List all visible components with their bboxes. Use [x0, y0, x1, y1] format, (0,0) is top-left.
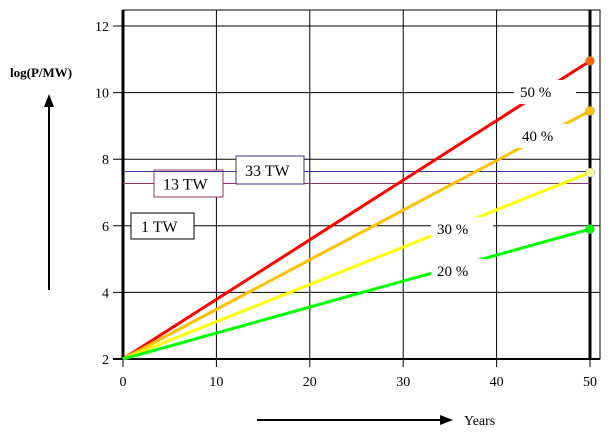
x-tick-label: 50: [583, 375, 597, 390]
y-tick-label: 6: [102, 220, 109, 235]
series-end-marker: [585, 106, 595, 116]
series-line: [122, 59, 591, 361]
reference-label-box: [130, 212, 195, 240]
x-tick-label: 0: [120, 375, 127, 390]
y-tick-label: 4: [102, 286, 109, 301]
y-tick-label: 8: [102, 153, 109, 168]
series-line: [122, 109, 591, 361]
series-end-marker: [585, 167, 595, 178]
series-label: 30 %: [437, 222, 468, 238]
series-label-background: [514, 80, 576, 104]
series-label-background: [516, 124, 578, 148]
x-tick-label: 30: [396, 375, 410, 390]
reference-label: 33 TW: [245, 163, 290, 180]
x-arrow-head-icon: [440, 415, 453, 425]
series-line: [122, 171, 591, 361]
x-tick-label: 40: [490, 375, 504, 390]
series-label: 40 %: [522, 129, 553, 145]
series-label: 20 %: [437, 264, 468, 280]
series-line: [122, 227, 591, 361]
series-label: 50 %: [520, 85, 551, 101]
series-label-background: [431, 259, 493, 283]
y-tick-label: 10: [95, 87, 109, 102]
y-tick-label: 2: [102, 353, 109, 368]
y-axis-label: log(P/MW): [10, 65, 72, 80]
x-tick-label: 10: [209, 375, 223, 390]
reference-label: 13 TW: [163, 177, 208, 194]
y-tick-label: 12: [95, 20, 109, 35]
series-label-background: [431, 217, 493, 241]
x-axis-label: Years: [464, 414, 495, 429]
reference-label-box: [235, 155, 305, 185]
reference-label: 1 TW: [141, 219, 178, 236]
series-end-marker: [585, 224, 595, 234]
series-end-marker: [585, 56, 595, 66]
reference-label-box: [153, 169, 224, 198]
y-arrow-head-icon: [44, 94, 54, 107]
x-tick-label: 20: [303, 375, 317, 390]
